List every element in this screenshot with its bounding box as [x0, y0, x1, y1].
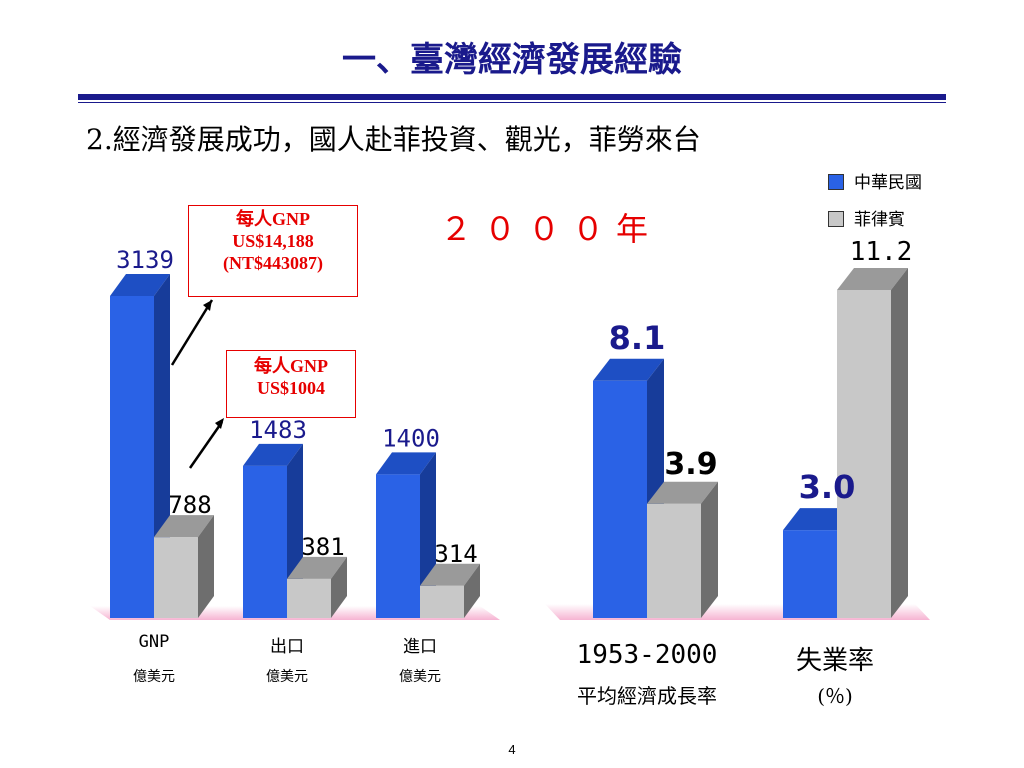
chart1-value-roc-1: 1483: [249, 416, 307, 444]
chart1-value-roc-2: 1400: [382, 424, 440, 452]
chart1-bar-phl-2-front: [420, 585, 464, 618]
title-rule-thin: [78, 102, 946, 103]
chart1-bar-phl-0-side: [198, 515, 214, 618]
title-rule-thick: [78, 94, 946, 100]
chart2-tick-sub-0: 平均經濟成長率: [577, 684, 717, 708]
chart2-bar-phl-1: [837, 268, 908, 618]
chart2-bar-phl-1-side: [891, 268, 908, 618]
chart2-bar-phl-0: [647, 481, 718, 618]
callout-phl-gnp: 每人GNP US$1004: [226, 350, 356, 418]
chart1-bar-phl-2: [420, 563, 480, 618]
legend-swatch-roc: [828, 174, 844, 190]
slide-subtitle: 2.經濟發展成功，國人赴菲投資、觀光，菲勞來台: [86, 123, 701, 156]
chart1-bar-roc-0-top: [110, 274, 170, 296]
chart2-tick-sub-1: (％): [817, 684, 853, 708]
chart2-bar-roc-1-front: [783, 530, 837, 618]
callout-phl-arrowhead: [215, 418, 224, 429]
legend-swatch-phl: [828, 211, 844, 227]
chart2-value-roc-0: 8.1: [609, 319, 666, 357]
chart1-bar-phl-1-top: [287, 556, 347, 579]
chart1-tick-0: GNP: [138, 632, 170, 652]
chart2-bar-roc-0-top: [593, 358, 664, 381]
legend-item-roc: 中華民國: [828, 168, 922, 193]
callout-roc-arrow: [170, 299, 214, 366]
chart2-bar-phl-0-side: [701, 481, 718, 618]
chart2-bars: 8.1 3.9 3.0 11.2: [593, 237, 912, 618]
chart1-tick-unit-0: 億美元: [133, 669, 175, 685]
chart1-bar-phl-0-front: [154, 537, 198, 618]
callout-roc-line2: US$14,188: [232, 231, 314, 251]
page-number: 4: [508, 742, 516, 757]
chart1-tick-unit-2: 億美元: [399, 669, 441, 685]
chart1-bars: 3139 788 1483 381 1400 314: [110, 246, 480, 618]
chart1-bar-phl-1-side: [331, 556, 347, 618]
chart1-tick-2: 進口: [403, 637, 437, 657]
chart1-bar-phl-1-front: [287, 578, 331, 618]
callout-phl-arrow: [188, 421, 224, 469]
chart2-tick-0: 1953-2000: [576, 640, 718, 670]
legend-label-phl: 菲律賓: [854, 210, 905, 230]
chart1-bar-roc-2-front: [376, 474, 420, 618]
chart1-bar-phl-2-top: [420, 563, 480, 586]
chart1-tick-unit-1: 億美元: [266, 669, 308, 685]
legend-item-phl: 菲律賓: [828, 205, 905, 230]
chart1-value-phl-0: 788: [168, 491, 211, 519]
chart1-bar-roc-1-top: [243, 443, 303, 466]
chart2-bar-roc-1-top: [783, 508, 854, 531]
callout-phl-line1: 每人GNP: [254, 356, 328, 376]
callout-roc-arrowhead: [203, 300, 212, 311]
chart1-bar-roc-1-front: [243, 465, 287, 618]
chart1-bar-roc-2: [376, 452, 436, 618]
chart2-bar-phl-1-top: [837, 268, 908, 290]
callout-roc-gnp: 每人GNP US$14,188 (NT$443087): [188, 205, 358, 297]
chart1-value-phl-1: 381: [301, 533, 344, 561]
slide-title: 一、臺灣經濟發展經驗: [342, 40, 682, 80]
chart1-value-roc-0: 3139: [116, 246, 174, 274]
chart2-bar-phl-0-top: [647, 481, 718, 504]
callout-phl-line2: US$1004: [256, 378, 325, 398]
chart1-tick-1: 出口: [270, 637, 304, 657]
chart2-bar-roc-0-front: [593, 380, 647, 618]
chart1-bar-phl-2-side: [464, 563, 480, 618]
callout-roc-line3: (NT$443087): [223, 253, 323, 273]
chart1-bar-phl-0-top: [154, 515, 214, 538]
chart2-tick-1: 失業率: [795, 646, 874, 676]
chart1-bar-phl-0: [154, 515, 214, 618]
callout-roc-line1: 每人GNP: [236, 209, 310, 229]
chart1-bar-phl-1: [287, 556, 347, 618]
legend-label-roc: 中華民國: [854, 173, 922, 193]
chart2-value-roc-1: 3.0: [799, 468, 856, 506]
chart2-value-phl-0: 3.9: [664, 447, 717, 482]
chart1-bar-roc-0-front: [110, 296, 154, 618]
year-label: ２０００年: [440, 210, 661, 248]
chart1-bar-roc-2-top: [376, 452, 436, 475]
chart2-bar-phl-0-front: [647, 503, 701, 618]
chart2-value-phl-1: 11.2: [850, 237, 913, 267]
chart2-bar-phl-1-front: [837, 290, 891, 618]
chart1-value-phl-2: 314: [434, 540, 477, 568]
